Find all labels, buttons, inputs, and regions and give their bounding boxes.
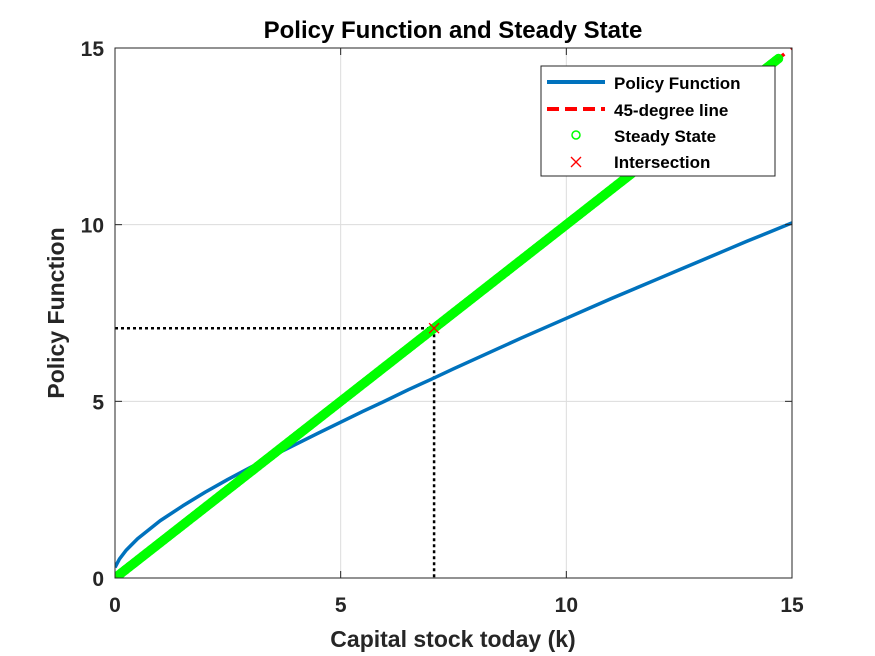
steady-state-marker xyxy=(772,54,782,65)
y-tick-label-2: 10 xyxy=(81,215,104,238)
steady-state-markers xyxy=(115,53,784,578)
legend: Policy Function 45-degree line Steady St… xyxy=(540,65,776,177)
x-tick-label-0: 0 xyxy=(109,594,121,617)
legend-label-45-degree-line: 45-degree line xyxy=(614,101,728,120)
y-tick-label-1: 5 xyxy=(92,391,104,414)
legend-swatch-intersection xyxy=(570,156,582,168)
steady-state-marker xyxy=(771,55,781,66)
x-axis-ticks: 0 5 10 15 xyxy=(109,48,804,617)
y-axis-label: Policy Function xyxy=(43,227,69,398)
y-axis-ticks: 0 5 10 15 xyxy=(81,38,792,591)
intersection-marker xyxy=(428,322,440,334)
policy-function-line xyxy=(115,221,792,569)
reference-lines xyxy=(115,326,436,578)
x-tick-label-2: 10 xyxy=(555,594,578,617)
steady-state-marker xyxy=(773,53,784,64)
y-tick-label-3: 15 xyxy=(81,38,105,61)
x-tick-label-3: 15 xyxy=(780,594,804,617)
chart-title: Policy Function and Steady State xyxy=(264,17,643,44)
legend-swatch-steady-state xyxy=(571,130,581,140)
legend-label-intersection: Intersection xyxy=(614,153,710,172)
legend-label-steady-state: Steady State xyxy=(614,127,716,146)
series-layer xyxy=(115,48,792,578)
legend-label-policy-function: Policy Function xyxy=(614,74,741,93)
plot-frame xyxy=(114,47,793,579)
x-tick-label-1: 5 xyxy=(335,594,347,617)
y-tick-label-0: 0 xyxy=(92,568,104,591)
x-axis-label: Capital stock today (k) xyxy=(330,626,575,652)
